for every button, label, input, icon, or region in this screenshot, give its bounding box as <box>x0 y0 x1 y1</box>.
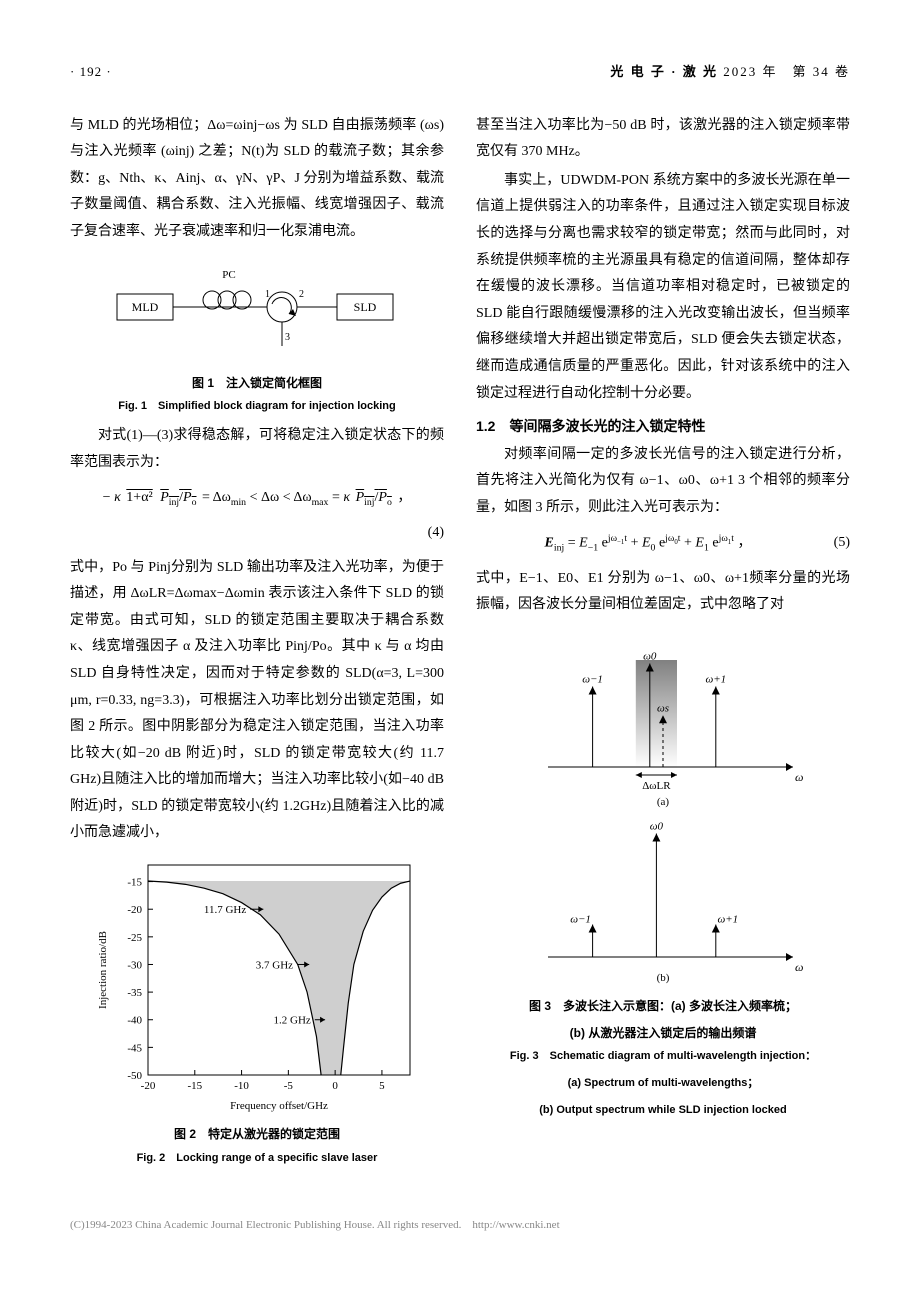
svg-text:ω0: ω0 <box>650 820 664 832</box>
fig3-caption-en1: Fig. 3 Schematic diagram of multi-wavele… <box>476 1046 850 1067</box>
svg-text:-30: -30 <box>127 960 142 972</box>
main-columns: 与 MLD 的光场相位；Δω=ωinj−ωs 为 SLD 自由振荡频率 (ωs)… <box>70 113 850 1175</box>
page-header: · 192 · 光 电 子 · 激 光 2023 年 第 34 卷 <box>70 60 850 85</box>
svg-text:-15: -15 <box>187 1080 202 1092</box>
svg-text:ω: ω <box>795 960 803 974</box>
figure-3: ω ω−1 ω0 ωs ω+1 ΔωLR (a) ω ω−1 ω0 ω+1 (b) <box>508 627 818 987</box>
svg-text:3.7 GHz: 3.7 GHz <box>256 960 293 972</box>
svg-text:-10: -10 <box>234 1080 249 1092</box>
svg-text:-25: -25 <box>127 932 142 944</box>
svg-text:(a): (a) <box>657 796 670 808</box>
right-column: 甚至当注入功率比为−50 dB 时，该激光器的注入锁定频率带宽仅有 370 MH… <box>476 113 850 1175</box>
svg-text:ω+1: ω+1 <box>705 673 726 685</box>
para-right-2: 事实上，UDWDM-PON 系统方案中的多波长光源在单一信道上提供弱注入的功率条… <box>476 168 850 407</box>
equation-4-num-row: (4) <box>70 520 444 547</box>
svg-text:-20: -20 <box>127 904 142 916</box>
svg-text:ω−1: ω−1 <box>570 913 591 925</box>
svg-text:-5: -5 <box>284 1080 294 1092</box>
svg-text:ω−1: ω−1 <box>582 673 603 685</box>
svg-text:ΔωLR: ΔωLR <box>642 780 671 792</box>
figure-1: MLD PC 1 2 3 SLD <box>107 254 407 364</box>
fig2-caption-cn: 图 2 特定从激光器的锁定范围 <box>70 1123 444 1146</box>
svg-text:0: 0 <box>332 1080 338 1092</box>
journal-issue: 光 电 子 · 激 光 2023 年 第 34 卷 <box>610 60 850 85</box>
eq5-body: Einj = E−1 ejω−1t + E0 ejω0t + E1 ejω1t … <box>476 530 820 558</box>
fig3-caption-cn1: 图 3 多波长注入示意图：(a) 多波长注入频率梳； <box>476 995 850 1018</box>
para-right-4: 式中，E−1、E0、E1 分别为 ω−1、ω0、ω+1频率分量的光场振幅，因各波… <box>476 566 850 619</box>
eq4-num: (4) <box>414 520 444 547</box>
svg-text:Frequency offset/GHz: Frequency offset/GHz <box>230 1100 328 1112</box>
left-column: 与 MLD 的光场相位；Δω=ωinj−ωs 为 SLD 自由振荡频率 (ωs)… <box>70 113 444 1175</box>
fig3-caption-cn2: (b) 从激光器注入锁定后的输出频谱 <box>476 1022 850 1045</box>
svg-text:-45: -45 <box>127 1042 142 1054</box>
svg-text:-20: -20 <box>141 1080 156 1092</box>
svg-text:5: 5 <box>379 1080 385 1092</box>
fig1-mld-label: MLD <box>132 300 159 314</box>
svg-text:1.2 GHz: 1.2 GHz <box>274 1015 311 1027</box>
fig1-port1: 1 <box>265 289 270 300</box>
fig1-sld-label: SLD <box>354 300 377 314</box>
svg-text:ω0: ω0 <box>643 650 657 662</box>
svg-text:-35: -35 <box>127 987 142 999</box>
fig1-port2: 2 <box>299 289 304 300</box>
para-left-1: 与 MLD 的光场相位；Δω=ωinj−ωs 为 SLD 自由振荡频率 (ωs)… <box>70 113 444 246</box>
svg-text:(b): (b) <box>657 972 670 984</box>
figure-2: -20-15-10-505-50-45-40-35-30-25-20-15Fre… <box>92 855 422 1115</box>
eq5-num: (5) <box>820 530 850 557</box>
equation-5: Einj = E−1 ejω−1t + E0 ejω0t + E1 ejω1t … <box>476 530 850 558</box>
fig3-caption-en2: (a) Spectrum of multi-wavelengths； <box>476 1073 850 1094</box>
section-1-2-title: 1.2 等间隔多波长光的注入锁定特性 <box>476 413 850 440</box>
fig1-port3: 3 <box>285 332 290 343</box>
svg-text:ωs: ωs <box>657 702 669 714</box>
page-footer: (C)1994-2023 China Academic Journal Elec… <box>70 1215 850 1236</box>
para-left-3: 式中，Po 与 Pinj分别为 SLD 输出功率及注入光功率，为便于描述，用 Δ… <box>70 555 444 848</box>
fig1-caption-cn: 图 1 注入锁定简化框图 <box>70 372 444 395</box>
para-right-1: 甚至当注入功率比为−50 dB 时，该激光器的注入锁定频率带宽仅有 370 MH… <box>476 113 850 166</box>
eq4-body: − κ 1+α² Pinj/Po = Δωmin < Δω < Δωmax = … <box>70 485 444 512</box>
svg-text:-40: -40 <box>127 1015 142 1027</box>
para-left-2: 对式(1)—(3)求得稳态解，可将稳定注入锁定状态下的频率范围表示为： <box>70 423 444 476</box>
fig1-caption-en: Fig. 1 Simplified block diagram for inje… <box>70 396 444 417</box>
svg-text:-50: -50 <box>127 1070 142 1082</box>
footer-url: http://www.cnki.net <box>472 1219 559 1231</box>
footer-copyright: (C)1994-2023 China Academic Journal Elec… <box>70 1219 461 1231</box>
page-number: · 192 · <box>70 60 112 85</box>
svg-text:ω+1: ω+1 <box>717 913 738 925</box>
svg-text:Injection ratio/dB: Injection ratio/dB <box>97 931 109 1009</box>
svg-text:-15: -15 <box>127 877 142 889</box>
fig2-caption-en: Fig. 2 Locking range of a specific slave… <box>70 1148 444 1169</box>
equation-4: − κ 1+α² Pinj/Po = Δωmin < Δω < Δωmax = … <box>70 485 444 512</box>
fig3-caption-en3: (b) Output spectrum while SLD injection … <box>476 1100 850 1121</box>
svg-text:11.7 GHz: 11.7 GHz <box>204 904 246 916</box>
svg-text:ω: ω <box>795 770 803 784</box>
para-right-3: 对频率间隔一定的多波长光信号的注入锁定进行分析，首先将注入光简化为仅有 ω−1、… <box>476 442 850 522</box>
fig1-pc-label: PC <box>222 269 235 281</box>
